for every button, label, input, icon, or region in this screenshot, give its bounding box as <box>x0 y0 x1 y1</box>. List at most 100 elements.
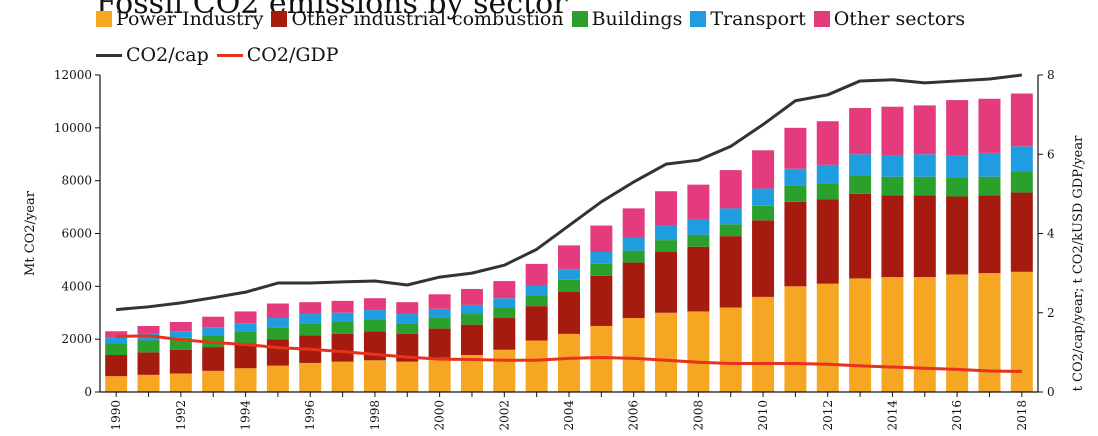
y-tick-label: 12000 <box>54 68 92 82</box>
bar-power-industry-1997 <box>331 361 354 392</box>
bar-other-sectors-2009 <box>719 170 742 209</box>
legend-line-swatch <box>96 53 122 57</box>
bar-transport-1990 <box>105 337 128 344</box>
bar-power-industry-2007 <box>655 312 678 392</box>
x-tick-label: 2014 <box>885 400 899 431</box>
legend-line-swatch <box>216 53 243 57</box>
y-tick-label: 8000 <box>61 174 92 188</box>
bar-buildings-1991 <box>137 340 160 353</box>
bar-transport-1992 <box>169 331 192 338</box>
bar-other-industrial-combustion-2010 <box>752 220 775 297</box>
x-tick-label: 2006 <box>627 400 641 431</box>
bar-other-industrial-combustion-1990 <box>105 355 128 377</box>
axes-layer: 0 2000 4000 6000 8000 10000 12000 0 2 4 6 8 1990 1992… <box>23 68 1086 431</box>
bar-power-industry-2014 <box>881 277 904 392</box>
bar-transport-1995 <box>266 318 289 328</box>
bar-transport-1996 <box>299 314 322 324</box>
bar-transport-2017 <box>978 152 1001 177</box>
legend-item-other-sectors: Other sectors <box>813 8 966 30</box>
y-tick-label: 6000 <box>61 227 92 241</box>
bar-power-industry-1991 <box>137 374 160 392</box>
bar-buildings-1995 <box>266 327 289 340</box>
bar-other-sectors-1999 <box>396 302 419 315</box>
lines-layer <box>116 73 1023 373</box>
bar-transport-2003 <box>525 285 548 296</box>
bar-power-industry-2013 <box>849 278 872 392</box>
bar-transport-2010 <box>752 188 775 206</box>
bar-transport-1994 <box>234 323 257 332</box>
y2-tick-label: 6 <box>1047 147 1055 161</box>
bar-other-industrial-combustion-2018 <box>1010 192 1033 272</box>
bar-other-sectors-1990 <box>105 331 128 338</box>
bar-transport-2000 <box>428 308 451 319</box>
bar-transport-2007 <box>655 225 678 241</box>
legend-label: Buildings <box>591 8 683 30</box>
bar-buildings-2005 <box>590 263 613 276</box>
legend-item-transport: Transport <box>690 8 806 30</box>
bar-other-industrial-combustion-1997 <box>331 333 354 362</box>
legend-swatch <box>690 11 707 27</box>
bar-other-sectors-2005 <box>590 225 613 252</box>
bar-buildings-2003 <box>525 295 548 307</box>
bar-transport-2016 <box>946 155 969 179</box>
bar-other-sectors-2006 <box>622 208 645 238</box>
bar-other-sectors-2000 <box>428 294 451 309</box>
bar-power-industry-2010 <box>752 296 775 392</box>
y-tick-label: 4000 <box>61 279 92 293</box>
bar-buildings-2001 <box>460 314 483 325</box>
bar-transport-2018 <box>1010 146 1033 172</box>
bar-transport-1998 <box>363 310 386 320</box>
legend-label: CO2/GDP <box>246 44 339 66</box>
bar-power-industry-2011 <box>784 286 807 392</box>
bar-transport-2013 <box>849 154 872 176</box>
bar-other-industrial-combustion-1991 <box>137 352 160 375</box>
bar-other-sectors-2014 <box>881 106 904 156</box>
bar-other-industrial-combustion-2003 <box>525 306 548 341</box>
bar-other-industrial-combustion-1992 <box>169 349 192 374</box>
bar-buildings-2007 <box>655 240 678 252</box>
bar-power-industry-1994 <box>234 368 257 392</box>
bar-other-industrial-combustion-2013 <box>849 193 872 279</box>
bar-power-industry-2018 <box>1010 271 1033 392</box>
bar-other-sectors-1991 <box>137 325 160 334</box>
bar-buildings-2012 <box>816 183 839 200</box>
x-tick-label: 2012 <box>821 400 835 431</box>
bar-buildings-2002 <box>493 307 516 319</box>
y-tick-label: 10000 <box>54 121 92 135</box>
x-tick-label: 1994 <box>239 400 253 431</box>
bar-other-sectors-2012 <box>816 121 839 165</box>
bar-power-industry-1993 <box>202 370 225 392</box>
bar-other-industrial-combustion-2011 <box>784 201 807 287</box>
bar-transport-2005 <box>590 251 613 264</box>
legend-label: Other sectors <box>833 8 966 30</box>
chart-title: Fossil CO2 emissions by sector <box>96 0 568 21</box>
bar-other-industrial-combustion-2007 <box>655 251 678 313</box>
legend-swatch <box>96 11 112 27</box>
x-tick-label: 2018 <box>1015 400 1029 431</box>
bar-transport-1999 <box>396 314 419 324</box>
bar-transport-2014 <box>881 155 904 177</box>
bar-other-sectors-2016 <box>946 100 969 156</box>
bar-power-industry-2016 <box>946 274 969 392</box>
bar-buildings-2015 <box>913 176 936 196</box>
y2-tick-label: 0 <box>1047 385 1055 399</box>
bar-transport-2008 <box>687 218 710 235</box>
x-tick-label: 2010 <box>756 400 770 431</box>
bar-buildings-2004 <box>558 279 580 292</box>
bar-power-industry-2009 <box>719 307 742 392</box>
x-tick-label: 2016 <box>950 400 964 431</box>
bar-transport-1993 <box>202 327 225 336</box>
bar-buildings-1992 <box>169 337 192 350</box>
bar-other-industrial-combustion-2012 <box>816 199 839 284</box>
bar-buildings-2016 <box>946 178 969 197</box>
y-tick-label: 0 <box>84 385 92 399</box>
bar-buildings-1990 <box>105 343 128 356</box>
bar-other-industrial-combustion-2006 <box>622 262 645 319</box>
bar-other-industrial-combustion-1995 <box>266 339 289 366</box>
bar-other-industrial-combustion-2004 <box>558 291 580 334</box>
bar-power-industry-1992 <box>169 373 192 392</box>
bar-transport-2002 <box>493 298 516 308</box>
bar-other-sectors-2013 <box>849 108 872 155</box>
bar-power-industry-1998 <box>363 360 386 392</box>
bar-other-industrial-combustion-1999 <box>396 333 419 362</box>
